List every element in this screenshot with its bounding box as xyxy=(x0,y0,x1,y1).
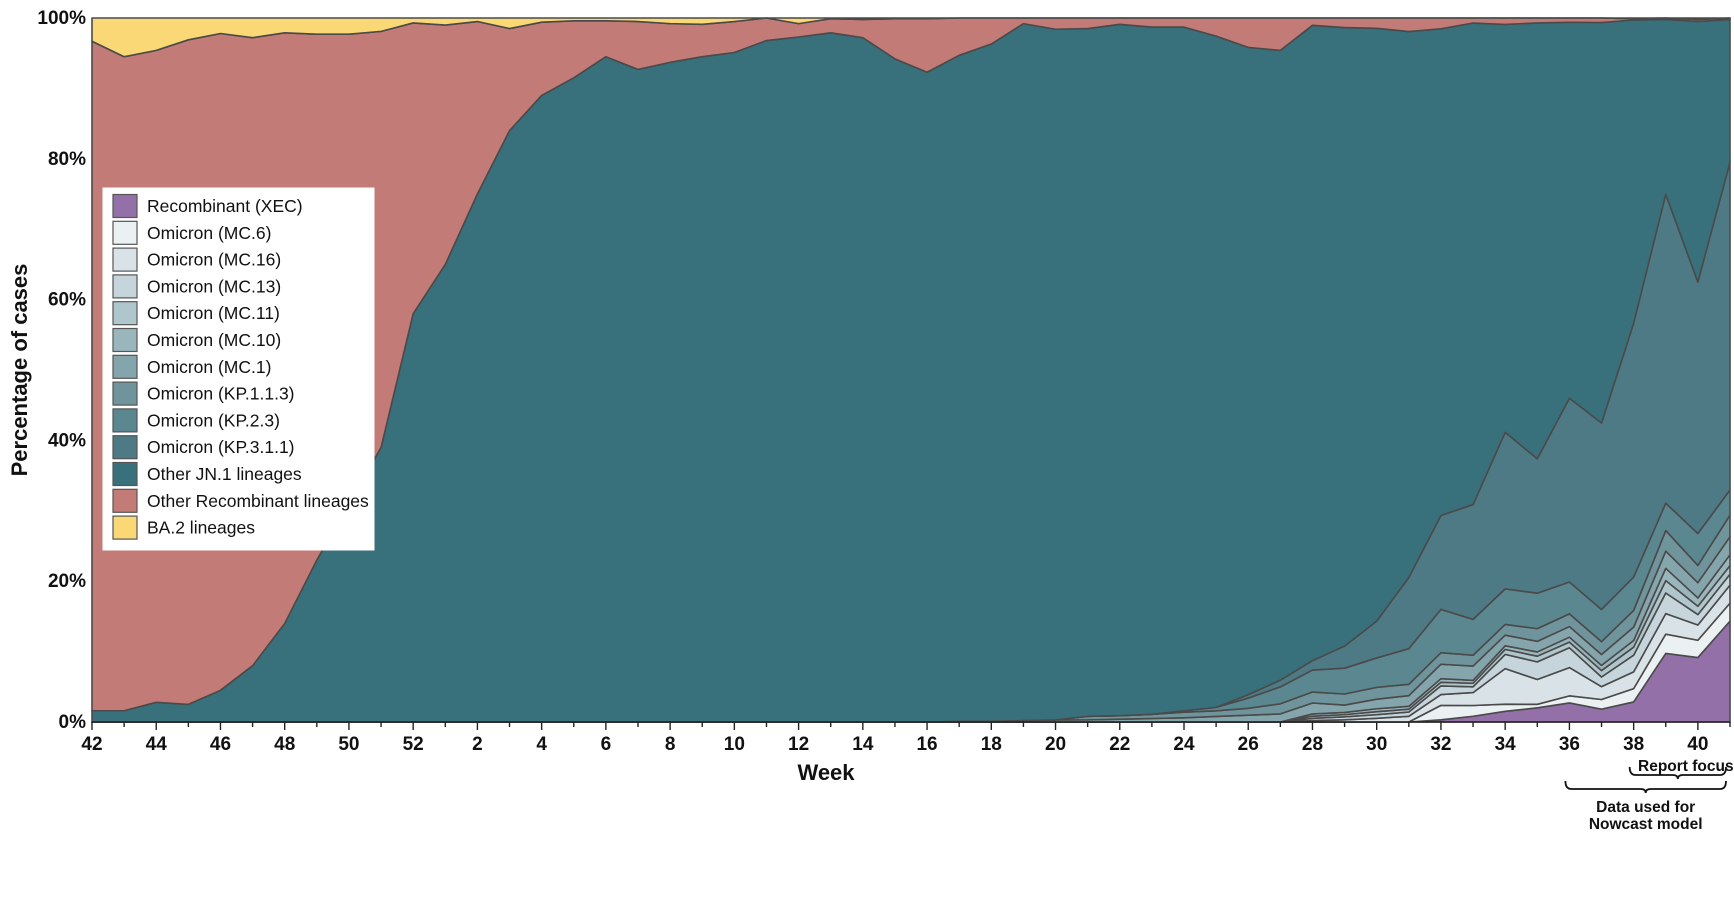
x-tick-label: 48 xyxy=(274,734,295,755)
x-tick-label: 40 xyxy=(1687,734,1708,755)
legend-label: Other JN.1 lineages xyxy=(147,464,302,484)
nowcast-bracket xyxy=(1564,780,1727,794)
x-tick-label: 24 xyxy=(1173,734,1195,755)
legend-box xyxy=(102,187,375,551)
x-tick-label: 18 xyxy=(981,734,1002,755)
legend-swatch xyxy=(112,435,138,460)
y-tick-label: 80% xyxy=(48,149,86,170)
x-axis: 42 44 46 48 50 52 2 4 6 8 10 12 14 16 18 20 22 24 26 28 30 32… xyxy=(81,721,1731,755)
legend-swatch xyxy=(112,327,138,353)
y-tick-label: 100% xyxy=(37,8,86,29)
x-tick-label: 38 xyxy=(1623,734,1644,755)
legend-swatch xyxy=(112,461,138,487)
x-tick-label: 34 xyxy=(1495,734,1517,755)
x-tick-label: 4 xyxy=(536,734,547,755)
x-tick-label: 20 xyxy=(1045,734,1066,755)
nowcast-label-line2: Nowcast model xyxy=(1589,816,1703,833)
x-tick-label: 32 xyxy=(1430,734,1451,755)
legend-swatch xyxy=(112,408,138,433)
x-tick-label: 46 xyxy=(210,734,231,755)
y-tick-label: 20% xyxy=(48,571,86,592)
x-tick-label: 50 xyxy=(338,734,359,755)
x-tick-label: 10 xyxy=(724,734,745,755)
legend: Recombinant (XEC) Omicron (MC.6) Omicron (… xyxy=(102,187,375,551)
legend-label: Omicron (MC.11) xyxy=(147,303,280,323)
y-axis: 0% 20% 40% 60% 80% 100% xyxy=(37,8,86,733)
area-ba-2-lineages xyxy=(91,17,1731,58)
x-tick-label: 36 xyxy=(1559,734,1580,755)
report-focus-bracket xyxy=(1628,766,1727,780)
annotations: Report focus Data used for Nowcast model xyxy=(1564,758,1734,833)
x-tick-label: 6 xyxy=(601,734,612,755)
report-focus-label: Report focus xyxy=(1638,758,1734,775)
x-tick-label: 16 xyxy=(916,734,937,755)
nowcast-label-line1: Data used for xyxy=(1596,799,1695,816)
legend-label: Omicron (KP.3.1.1) xyxy=(147,437,295,457)
legend-swatch xyxy=(112,488,138,513)
legend-swatch xyxy=(112,354,138,379)
x-tick-label: 22 xyxy=(1109,734,1130,755)
x-tick-label: 44 xyxy=(146,734,168,755)
legend-label: Omicron (KP.2.3) xyxy=(147,410,280,430)
x-axis-title: Week xyxy=(797,760,855,785)
x-tick-label: 8 xyxy=(665,734,676,755)
x-tick-label: 26 xyxy=(1238,734,1259,755)
legend-label: BA.2 lineages xyxy=(147,518,255,538)
legend-label: Omicron (KP.1.1.3) xyxy=(147,384,295,404)
legend-swatch xyxy=(112,193,138,219)
y-tick-label: 60% xyxy=(48,290,86,311)
legend-swatch xyxy=(112,247,138,272)
x-tick-label: 14 xyxy=(852,734,874,755)
legend-label: Other Recombinant lineages xyxy=(147,491,369,511)
x-tick-label: 28 xyxy=(1302,734,1323,755)
x-tick-label: 2 xyxy=(472,734,483,755)
legend-label: Omicron (MC.10) xyxy=(147,330,281,350)
x-tick-label: 12 xyxy=(788,734,809,755)
y-axis-title: Percentage of cases xyxy=(7,264,32,477)
legend-label: Omicron (MC.13) xyxy=(147,276,281,296)
legend-label: Recombinant (XEC) xyxy=(147,196,303,216)
y-tick-label: 0% xyxy=(59,712,87,733)
x-tick-label: 30 xyxy=(1366,734,1387,755)
legend-swatch xyxy=(112,301,138,326)
legend-swatch xyxy=(112,274,138,299)
legend-label: Omicron (MC.16) xyxy=(147,250,281,270)
legend-swatch xyxy=(112,220,138,245)
legend-label: Omicron (MC.6) xyxy=(147,223,271,243)
x-tick-label: 42 xyxy=(81,734,102,755)
y-tick-label: 40% xyxy=(48,430,86,451)
legend-label: Omicron (MC.1) xyxy=(147,357,271,377)
legend-swatch xyxy=(112,381,138,406)
legend-swatch xyxy=(112,515,138,540)
x-tick-label: 52 xyxy=(403,734,424,755)
